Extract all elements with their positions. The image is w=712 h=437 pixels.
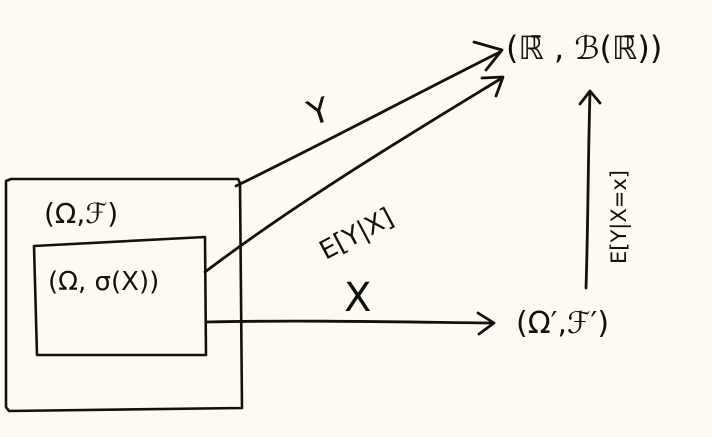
arrow-x	[204, 311, 496, 336]
arrow-up	[578, 89, 602, 290]
arrow-cond-line	[203, 76, 504, 274]
arrow-cond-head	[480, 75, 505, 98]
arrow-y	[234, 40, 504, 188]
codomain-space-label: (Ω′,ℱ′)	[516, 306, 609, 341]
arrow-x-line	[204, 319, 494, 325]
target-space-label: (ℝ̄ , ℬ(ℝ̄))	[506, 29, 662, 67]
inner-space-box	[32, 235, 208, 357]
arrow-x-head	[476, 311, 496, 336]
arrow-y-line	[234, 50, 502, 188]
arrow-up-label: E[Y|X=x]	[607, 170, 632, 264]
inner-space-label: (Ω, σ(X))	[48, 267, 159, 297]
arrow-up-head	[578, 89, 602, 106]
arrow-cond-expectation	[203, 75, 505, 274]
arrow-cond-label: E[Y|X]	[315, 203, 399, 267]
arrow-y-label: Y	[302, 90, 335, 135]
arrow-y-head	[472, 40, 504, 72]
outer-space-label: (Ω,ℱ)	[44, 197, 118, 230]
arrow-x-label: X	[344, 275, 371, 321]
arrow-up-line	[584, 90, 592, 290]
outer-space-box	[4, 177, 244, 413]
